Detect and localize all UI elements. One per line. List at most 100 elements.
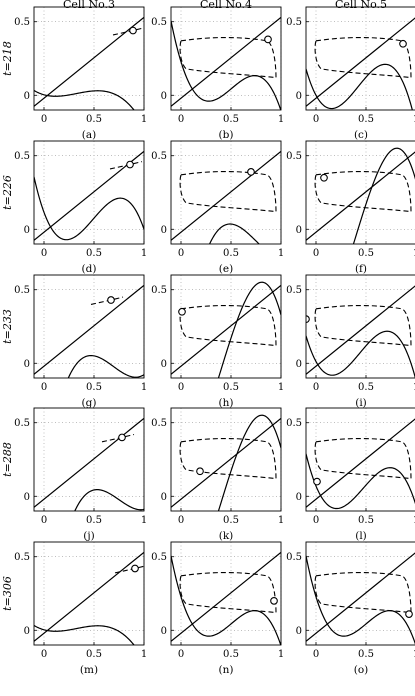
x-tick-label: 1: [141, 649, 147, 660]
x-tick-label: 0: [313, 382, 319, 393]
panel-caption: (g): [82, 397, 97, 409]
panel-caption: (h): [219, 397, 234, 409]
panel: 0 0.5 1 0 0.5 (i): [286, 274, 415, 409]
axes-frame: [170, 6, 282, 111]
plot-area: [171, 551, 281, 645]
x-tick-label: 0.5: [358, 114, 374, 125]
cubic-nullcline: [67, 354, 144, 378]
panel-caption: (c): [354, 129, 368, 141]
panel-caption: (k): [219, 530, 234, 542]
plot-area: [34, 284, 144, 378]
x-tick-label: 0: [41, 248, 47, 259]
cubic-nullcline: [217, 281, 281, 378]
plot-area: [306, 285, 415, 378]
x-tick-label: 1: [278, 649, 284, 660]
x-tick-label: 0.5: [223, 382, 239, 393]
y-tick-label: 0.5: [286, 151, 302, 162]
y-tick-label: 0.5: [14, 552, 30, 563]
y-tick-label: 0.5: [14, 418, 30, 429]
plot-area: [306, 418, 415, 510]
panel: 0 0.5 1 0 0.5 (h): [151, 274, 284, 409]
axes-frame: [170, 407, 282, 512]
plot-area: [34, 551, 144, 645]
panel: 0 0.5 1 0 0.5 (m): [14, 541, 147, 676]
cubic-nullcline: [306, 63, 413, 110]
x-tick-label: 0.5: [86, 382, 102, 393]
x-tick-label: 0: [41, 114, 47, 125]
x-tick-label: 0.5: [358, 382, 374, 393]
x-tick-label: 0.5: [223, 515, 239, 526]
y-tick-label: 0: [24, 359, 30, 370]
axes-frame: [170, 541, 282, 646]
y-tick-label: 0.5: [14, 17, 30, 28]
cubic-nullcline: [306, 453, 415, 510]
linear-nullcline: [306, 285, 415, 375]
y-tick-label: 0: [24, 225, 30, 236]
panel-caption: (i): [355, 397, 367, 409]
axes-frame: [33, 541, 145, 646]
linear-nullcline: [34, 150, 144, 241]
state-marker: [405, 610, 413, 618]
x-tick-label: 1: [413, 114, 415, 125]
x-tick-label: 1: [278, 382, 284, 393]
panel-caption: (b): [219, 129, 234, 141]
y-tick-label: 0: [24, 626, 30, 637]
panel: 0 0.5 1 0 0.5 (j): [14, 407, 147, 542]
y-tick-label: 0: [161, 91, 167, 102]
linear-nullcline: [306, 418, 415, 508]
y-tick-label: 0: [296, 359, 302, 370]
plot-area: [306, 552, 415, 645]
x-tick-label: 1: [413, 515, 415, 526]
row-label: t=233: [1, 309, 14, 344]
cubic-nullcline: [352, 147, 415, 244]
x-tick-label: 1: [141, 248, 147, 259]
x-tick-label: 0.5: [86, 114, 102, 125]
panel-caption: (j): [83, 530, 94, 542]
x-tick-label: 1: [413, 649, 415, 660]
x-tick-label: 1: [141, 515, 147, 526]
state-marker: [247, 168, 255, 176]
trajectory-orbit: [179, 437, 277, 480]
panel: 0 0.5 1 0 0.5 (d): [14, 140, 147, 275]
state-marker: [264, 35, 272, 44]
x-tick-label: 0.5: [223, 114, 239, 125]
plot-area: [306, 147, 415, 244]
y-tick-label: 0.5: [151, 418, 167, 429]
state-marker: [178, 307, 186, 316]
y-tick-label: 0: [296, 626, 302, 637]
panel: 0 0.5 1 0 0.5 (n): [151, 541, 284, 676]
x-tick-label: 0.5: [86, 649, 102, 660]
linear-nullcline: [34, 16, 144, 107]
trajectory-segment: [101, 433, 135, 443]
trajectory-orbit: [314, 36, 412, 79]
linear-nullcline: [306, 151, 415, 241]
panel-caption: (o): [354, 664, 369, 676]
plot-area: [171, 281, 281, 378]
panel-caption: (a): [82, 129, 96, 141]
trajectory-orbit: [179, 571, 277, 614]
plot-area: [171, 16, 281, 110]
linear-nullcline: [306, 552, 415, 642]
y-tick-label: 0.5: [286, 285, 302, 296]
panel-caption: (l): [355, 530, 367, 542]
y-tick-label: 0.5: [14, 285, 30, 296]
y-tick-label: 0: [161, 626, 167, 637]
trajectory-segment: [114, 565, 144, 574]
row-label: t=226: [1, 175, 14, 210]
y-tick-label: 0.5: [151, 17, 167, 28]
x-tick-label: 1: [278, 515, 284, 526]
y-tick-label: 0: [161, 225, 167, 236]
axes-frame: [170, 140, 282, 245]
axes-frame: [305, 274, 415, 379]
x-tick-label: 0: [178, 515, 184, 526]
x-tick-label: 0.5: [223, 649, 239, 660]
axes-frame: [33, 274, 145, 379]
column-title: Cell No.3: [63, 0, 115, 11]
y-tick-label: 0.5: [286, 418, 302, 429]
cubic-nullcline: [306, 555, 415, 645]
x-tick-label: 0.5: [358, 515, 374, 526]
linear-nullcline: [34, 417, 144, 508]
x-tick-label: 0: [41, 649, 47, 660]
trajectory-orbit: [314, 304, 412, 347]
x-tick-label: 0: [313, 649, 319, 660]
